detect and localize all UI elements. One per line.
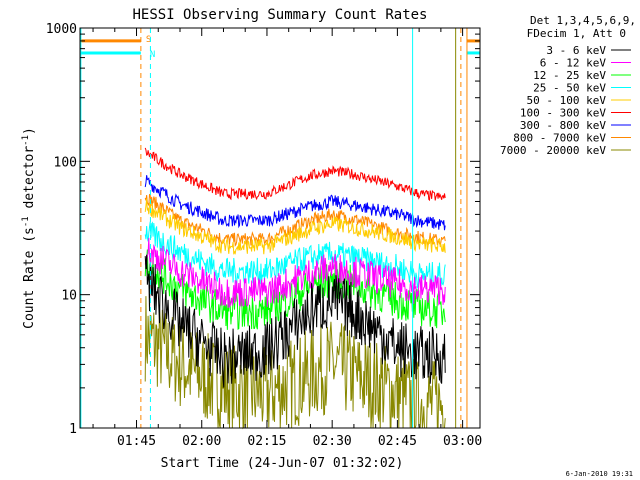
x-tick-label-2: 02:00: [182, 434, 221, 449]
x-tick-label-3: 02:15: [247, 434, 286, 449]
y-tick-label-4: 1000: [46, 22, 77, 37]
legend-header-line2: FDecim 1, Att 0: [527, 27, 626, 40]
y-tick-label-1: 1: [69, 422, 77, 437]
series-layer: [144, 147, 446, 430]
legend-label-5: 50 - 100 keV: [527, 94, 607, 107]
series-line-6: [144, 147, 446, 202]
x-tick-label-6: 03:00: [443, 434, 482, 449]
y-axis-label-sup1: -1: [21, 216, 31, 227]
x-tick-label-1: 01:45: [117, 434, 156, 449]
attenuator-state-label: S: [146, 35, 151, 45]
x-tick-label-5: 02:45: [378, 434, 417, 449]
y-axis-label-sup2: -1: [21, 135, 31, 146]
legend-label-4: 25 - 50 keV: [533, 82, 606, 95]
x-axis-label: Start Time (24-Jun-07 01:32:02): [161, 456, 404, 471]
y-axis-label-part1: Count Rate (s: [22, 227, 37, 329]
plot-area: SN 01:45 02:00 02:15 02:30 02:45 03:00 1 10 100…: [46, 22, 482, 449]
series-line-5: [144, 198, 446, 255]
plot-frame: [79, 27, 481, 429]
y-tick-label-3: 100: [54, 155, 77, 170]
legend-header-line1: Det 1,3,4,5,6,9,: [530, 14, 636, 27]
series-line-1: [144, 254, 446, 388]
saa-state-label: N: [150, 50, 155, 60]
x-axis-ticks: 01:45 02:00 02:15 02:30 02:45 03:00: [92, 28, 482, 449]
y-axis-label: Count Rate (s-1 detector-1): [21, 127, 37, 329]
series-line-7: [144, 175, 446, 231]
y-axis-label-part2: detector: [22, 146, 37, 217]
y-axis-ticks: 1 10 100 1000: [46, 22, 480, 437]
legend-label-8: 800 - 7000 keV: [513, 132, 606, 145]
series-line-9: [144, 296, 446, 430]
legend-label-7: 300 - 800 keV: [520, 119, 606, 132]
y-axis-label-part3: ): [22, 127, 37, 135]
footer-date: 6-Jan-2010 19:31: [566, 470, 633, 478]
x-tick-label-4: 02:30: [313, 434, 352, 449]
legend: Det 1,3,4,5,6,9, FDecim 1, Att 0 3 - 6 k…: [500, 14, 636, 157]
legend-label-9: 7000 - 20000 keV: [500, 144, 606, 157]
y-tick-label-2: 10: [61, 289, 77, 304]
legend-label-1: 3 - 6 keV: [546, 44, 606, 57]
chart-title: HESSI Observing Summary Count Rates: [132, 7, 427, 23]
legend-label-2: 6 - 12 keV: [540, 57, 607, 70]
series-line-2: [144, 237, 446, 309]
legend-label-3: 12 - 25 keV: [533, 69, 606, 82]
legend-label-6: 100 - 300 keV: [520, 107, 606, 120]
